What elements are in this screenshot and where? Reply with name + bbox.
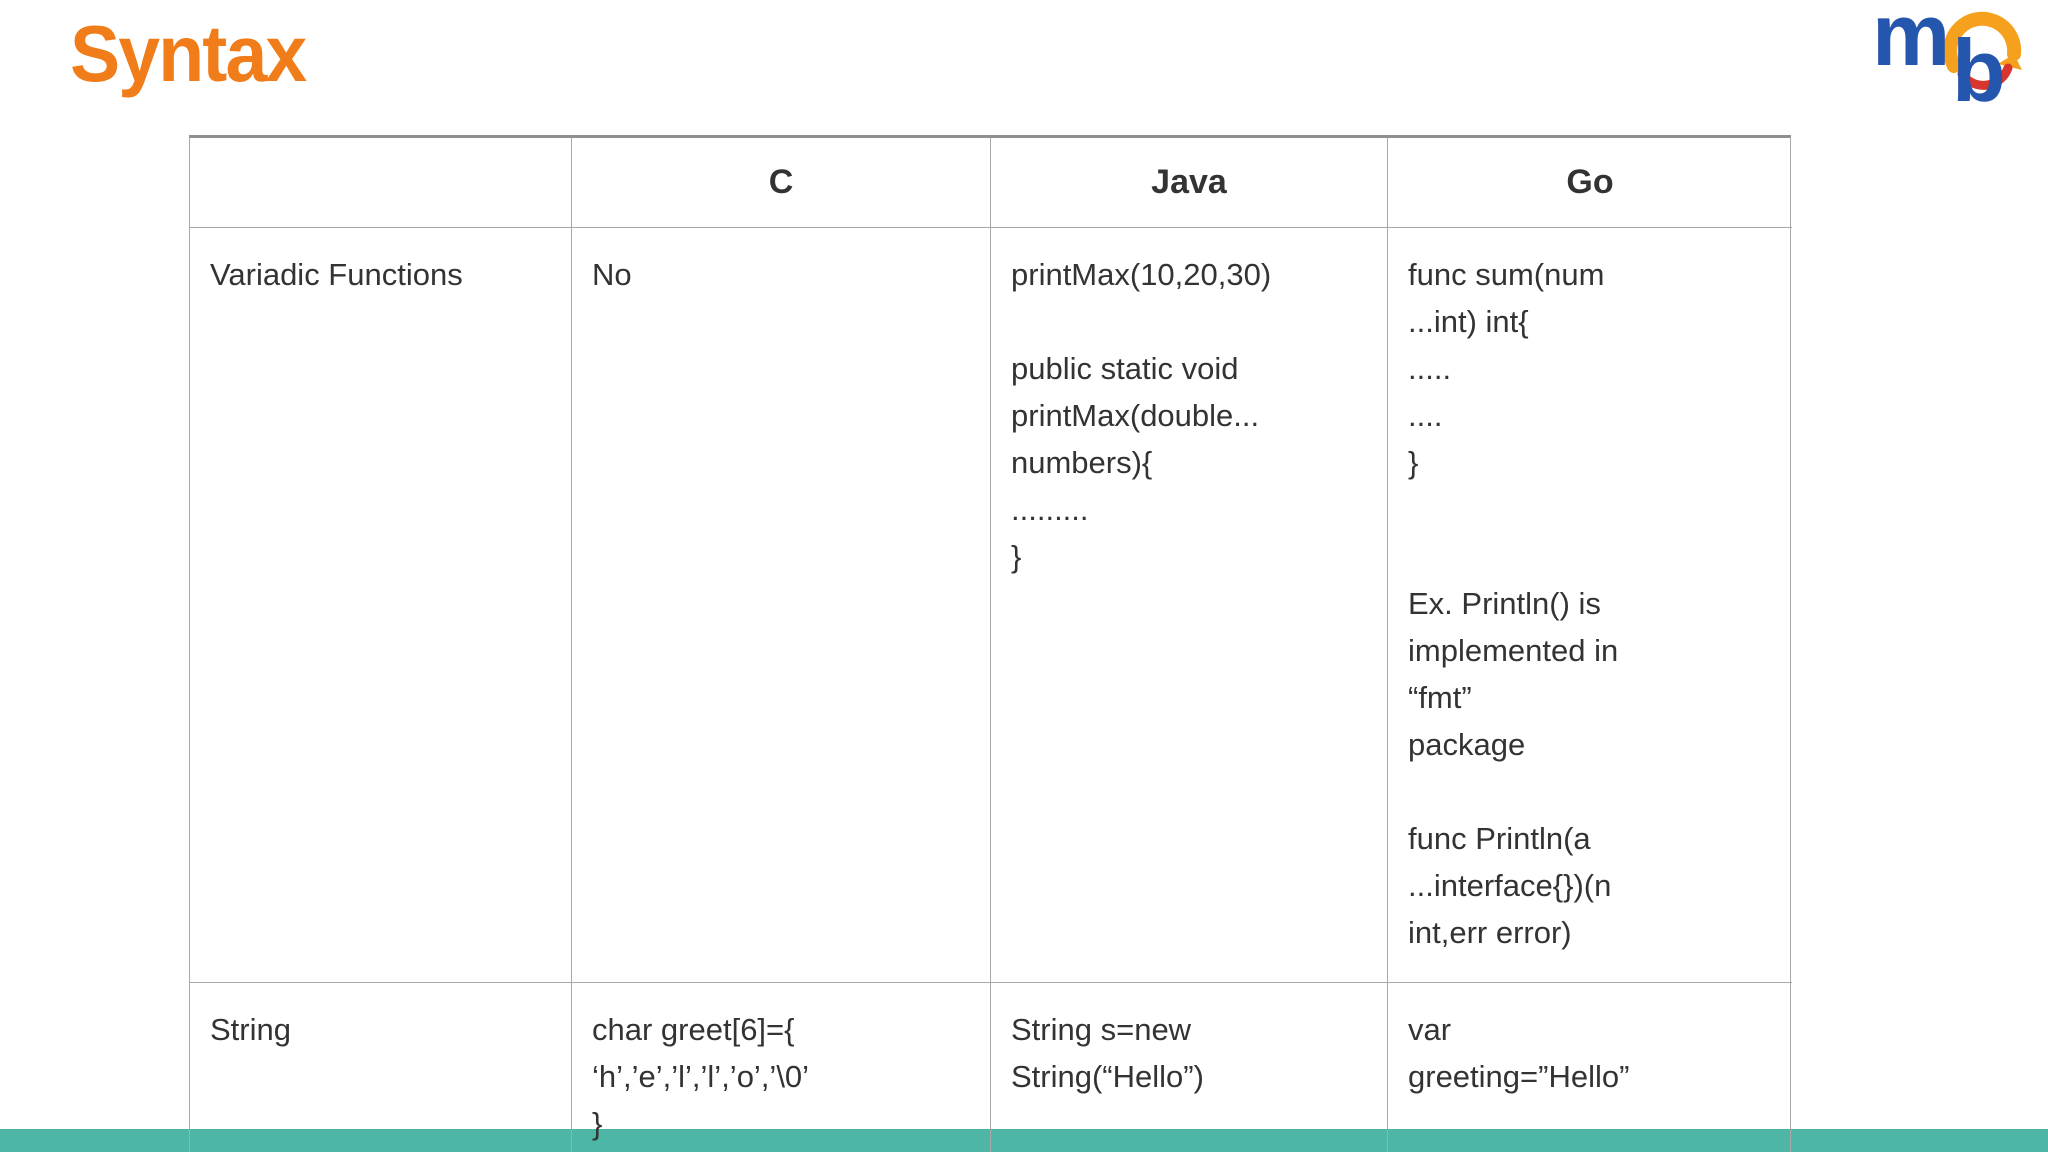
syntax-comparison-table: C Java Go Variadic Functions No printMax… — [189, 135, 1792, 1152]
cell-string-go: var greeting=”Hello” — [1408, 1012, 1630, 1094]
header-cell-go: Go — [1388, 138, 1792, 228]
row-label-variadic-functions: Variadic Functions — [190, 228, 572, 983]
cell-variadic-java: printMax(10,20,30) public static void pr… — [991, 228, 1388, 983]
logo-swirl-icon — [1943, 11, 2022, 90]
footer-accent-bar — [0, 1129, 2048, 1152]
cell-string-c: char greet[6]={ ‘h’,’e’,’l’,’l’,’o’,’\0’… — [572, 983, 991, 1152]
cell-variadic-go: func sum(num ...int) int{ ..... .... } E… — [1388, 228, 1792, 983]
header-cell-feature — [190, 138, 572, 228]
row-label-string: String — [190, 983, 572, 1152]
cell-string-java: String s=new String(“Hello”) — [991, 983, 1388, 1152]
logo-letter-m: m — [1872, 0, 1950, 84]
header-cell-c: C — [572, 138, 991, 228]
cell-variadic-c: No — [572, 228, 991, 983]
header-cell-java: Java — [991, 138, 1388, 228]
mb-logo: m b — [1872, 0, 2032, 128]
logo-letter-b: b — [1952, 21, 2006, 120]
page-title: Syntax — [70, 9, 307, 98]
